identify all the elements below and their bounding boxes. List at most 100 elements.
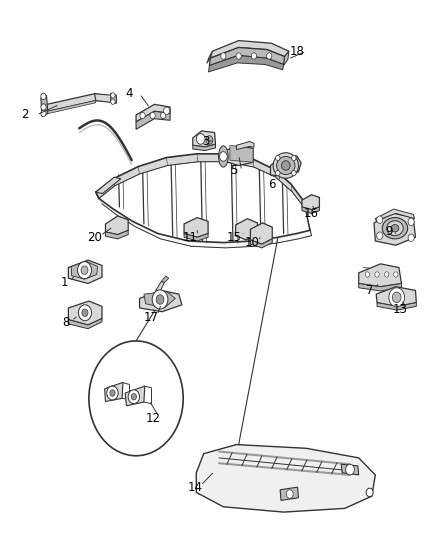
Circle shape bbox=[160, 112, 166, 119]
Circle shape bbox=[389, 288, 405, 307]
Polygon shape bbox=[302, 207, 319, 213]
Circle shape bbox=[128, 390, 140, 403]
Polygon shape bbox=[251, 223, 272, 244]
Circle shape bbox=[385, 272, 389, 277]
Polygon shape bbox=[359, 264, 402, 287]
Polygon shape bbox=[140, 290, 182, 312]
Circle shape bbox=[81, 266, 88, 274]
Polygon shape bbox=[95, 94, 114, 103]
Polygon shape bbox=[184, 217, 208, 237]
Circle shape bbox=[236, 53, 241, 59]
Polygon shape bbox=[138, 158, 167, 174]
Circle shape bbox=[41, 110, 46, 117]
Polygon shape bbox=[221, 146, 253, 165]
Polygon shape bbox=[144, 292, 175, 308]
Polygon shape bbox=[207, 51, 212, 63]
Polygon shape bbox=[68, 319, 102, 329]
Text: 4: 4 bbox=[126, 87, 133, 100]
Circle shape bbox=[156, 295, 164, 304]
Text: 14: 14 bbox=[187, 481, 202, 494]
Polygon shape bbox=[193, 131, 215, 147]
Text: 1: 1 bbox=[60, 276, 68, 289]
Text: 3: 3 bbox=[202, 135, 210, 148]
Circle shape bbox=[131, 393, 137, 400]
Circle shape bbox=[78, 262, 92, 279]
Ellipse shape bbox=[219, 146, 228, 167]
Polygon shape bbox=[196, 445, 375, 512]
Polygon shape bbox=[253, 159, 276, 177]
Polygon shape bbox=[125, 386, 145, 406]
Ellipse shape bbox=[273, 153, 298, 178]
Text: 2: 2 bbox=[21, 109, 28, 122]
Polygon shape bbox=[42, 94, 113, 112]
Circle shape bbox=[375, 272, 379, 277]
Polygon shape bbox=[227, 154, 254, 167]
Polygon shape bbox=[184, 233, 208, 241]
Polygon shape bbox=[271, 155, 301, 176]
Text: 8: 8 bbox=[63, 316, 70, 329]
Polygon shape bbox=[113, 166, 140, 185]
Polygon shape bbox=[291, 184, 305, 209]
Polygon shape bbox=[374, 213, 416, 245]
Ellipse shape bbox=[282, 161, 290, 170]
Polygon shape bbox=[136, 111, 170, 130]
Text: 9: 9 bbox=[385, 225, 393, 238]
Polygon shape bbox=[209, 47, 285, 66]
Circle shape bbox=[41, 93, 46, 100]
Polygon shape bbox=[96, 179, 115, 198]
Circle shape bbox=[292, 155, 296, 160]
Polygon shape bbox=[41, 95, 48, 117]
Circle shape bbox=[286, 490, 293, 498]
Text: 20: 20 bbox=[87, 231, 102, 244]
Text: 13: 13 bbox=[393, 303, 408, 316]
Circle shape bbox=[394, 272, 398, 277]
Polygon shape bbox=[210, 41, 289, 58]
Circle shape bbox=[276, 171, 280, 176]
Circle shape bbox=[82, 309, 88, 317]
Polygon shape bbox=[99, 198, 311, 248]
Text: 18: 18 bbox=[290, 45, 305, 58]
Circle shape bbox=[196, 134, 205, 144]
Polygon shape bbox=[96, 177, 121, 193]
Circle shape bbox=[267, 53, 272, 59]
Circle shape bbox=[140, 112, 145, 119]
Text: 16: 16 bbox=[303, 207, 318, 220]
Circle shape bbox=[219, 152, 227, 161]
Text: 17: 17 bbox=[144, 311, 159, 324]
Polygon shape bbox=[42, 101, 96, 115]
Polygon shape bbox=[236, 219, 258, 240]
Polygon shape bbox=[106, 230, 128, 239]
Polygon shape bbox=[302, 195, 319, 209]
Polygon shape bbox=[166, 154, 198, 165]
Text: 12: 12 bbox=[146, 411, 161, 424]
Text: 10: 10 bbox=[244, 236, 259, 249]
Text: 11: 11 bbox=[183, 231, 198, 244]
Ellipse shape bbox=[277, 157, 295, 174]
Text: 15: 15 bbox=[227, 231, 242, 244]
Circle shape bbox=[377, 216, 383, 223]
Circle shape bbox=[221, 53, 226, 59]
Polygon shape bbox=[155, 281, 164, 292]
Polygon shape bbox=[341, 464, 359, 475]
Circle shape bbox=[366, 488, 373, 497]
Text: 6: 6 bbox=[268, 177, 275, 191]
Circle shape bbox=[41, 104, 46, 110]
Polygon shape bbox=[68, 260, 102, 284]
Polygon shape bbox=[375, 209, 415, 221]
Ellipse shape bbox=[387, 221, 403, 236]
Polygon shape bbox=[136, 104, 170, 122]
Circle shape bbox=[107, 386, 118, 400]
Circle shape bbox=[292, 171, 296, 176]
Ellipse shape bbox=[391, 224, 399, 232]
Polygon shape bbox=[105, 382, 123, 401]
Polygon shape bbox=[376, 287, 417, 306]
Polygon shape bbox=[197, 154, 228, 162]
Circle shape bbox=[276, 155, 280, 160]
Polygon shape bbox=[377, 303, 417, 310]
Polygon shape bbox=[251, 239, 272, 248]
Circle shape bbox=[365, 272, 370, 277]
Polygon shape bbox=[284, 51, 289, 66]
Circle shape bbox=[152, 290, 168, 309]
Polygon shape bbox=[161, 276, 169, 282]
Ellipse shape bbox=[382, 217, 408, 239]
